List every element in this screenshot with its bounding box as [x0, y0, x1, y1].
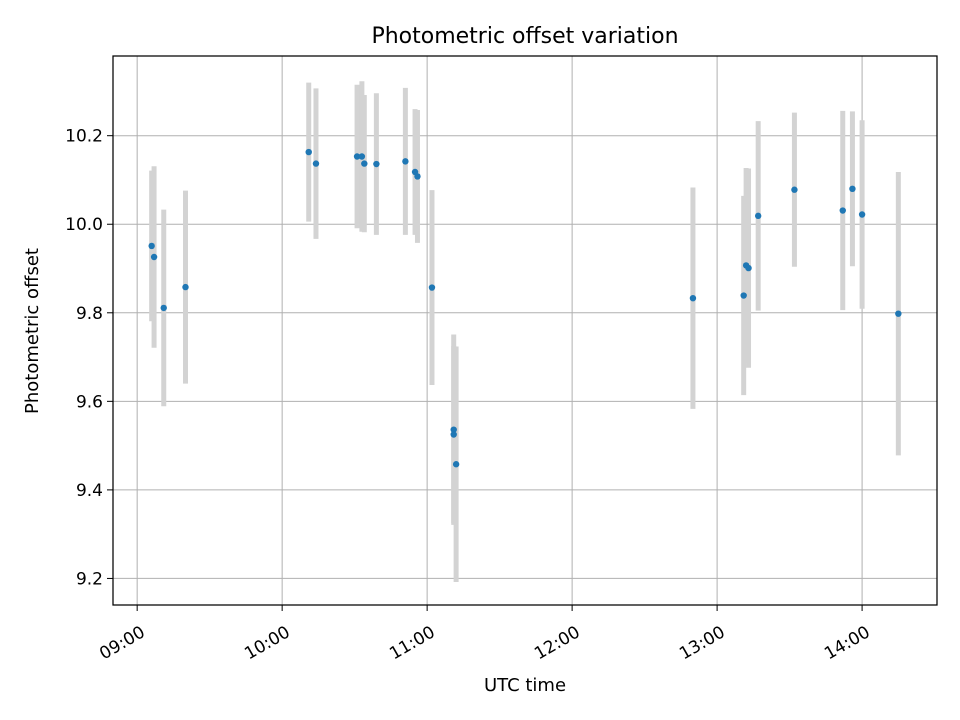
y-tick-label: 9.2: [76, 569, 103, 589]
data-point: [839, 207, 846, 214]
data-point: [414, 173, 421, 180]
y-axis-label: Photometric offset: [22, 248, 43, 414]
data-point: [791, 186, 798, 193]
data-point: [428, 284, 436, 291]
chart-title: Photometric offset variation: [371, 24, 678, 49]
data-point: [745, 264, 752, 272]
data-point: [353, 153, 361, 160]
data-point: [150, 253, 158, 261]
data-point: [740, 292, 747, 299]
data-point: [148, 242, 155, 250]
y-axis-ticks: 9.2 9.4 9.6 9.8 10.0 10.2: [65, 127, 113, 589]
data-point: [305, 148, 312, 156]
data-point: [361, 160, 368, 167]
data-point: [895, 310, 902, 317]
data-points: [148, 148, 902, 468]
data-point: [450, 426, 457, 433]
data-point: [450, 431, 457, 438]
y-tick-label: 10.2: [65, 127, 103, 147]
data-point: [689, 294, 697, 302]
data-point: [754, 212, 762, 220]
y-tick-label: 9.8: [76, 304, 103, 324]
data-point: [849, 185, 856, 193]
data-point: [312, 160, 320, 167]
data-point: [452, 461, 460, 468]
x-axis-label: UTC time: [484, 675, 566, 696]
y-tick-label: 9.4: [76, 481, 103, 501]
plot-frame: [112, 55, 938, 606]
data-point: [402, 158, 409, 165]
y-tick-label: 10.0: [65, 215, 103, 235]
data-point: [182, 283, 189, 291]
data-point: [160, 304, 167, 312]
data-point: [858, 211, 866, 218]
data-point: [373, 160, 380, 168]
data-point: [358, 153, 366, 160]
y-tick-label: 9.6: [76, 392, 103, 412]
